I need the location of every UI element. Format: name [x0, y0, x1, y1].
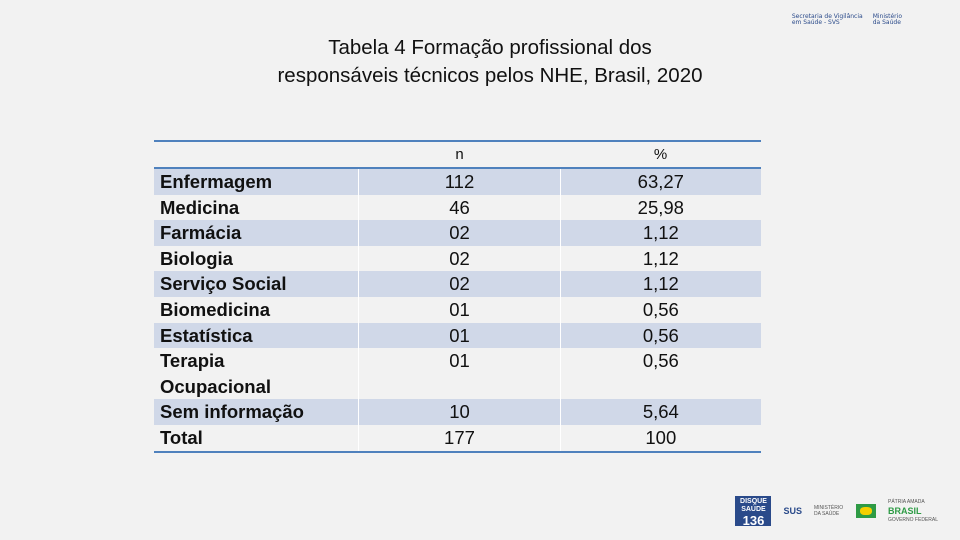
row-pct: 0,56	[559, 322, 761, 349]
table-row: Farmácia 02 1,12	[154, 220, 761, 246]
table-header-row: n %	[154, 141, 761, 168]
row-label: Ocupacional	[160, 375, 272, 397]
row-label: Biologia	[160, 247, 233, 269]
row-n: 02	[358, 271, 561, 297]
row-label: Sem informação	[154, 399, 359, 425]
row-pct: 25,98	[559, 194, 761, 221]
table-row: Biologia 02 1,12	[154, 245, 761, 272]
brasil-sub: GOVERNO FEDERAL	[887, 516, 938, 523]
ministerio-logo-line1: Ministério	[872, 13, 902, 20]
row-pct: 5,64	[559, 399, 761, 425]
ministerio-logo-line2: da Saúde	[872, 19, 901, 26]
row-n: 10	[358, 399, 561, 425]
row-label: Total	[160, 426, 203, 448]
row-pct: 1,12	[559, 220, 761, 246]
table-row-total: Total 177 100	[154, 424, 761, 452]
ministerio-logo: Ministério da Saúde	[873, 14, 902, 26]
table-row: Estatística 01 0,56	[154, 322, 761, 349]
row-n: 177	[358, 424, 561, 452]
svs-logo-line2: em Saúde - SVS	[791, 19, 840, 26]
row-label: Farmácia	[154, 220, 359, 246]
disque-line2: SAÚDE	[741, 506, 766, 513]
data-table: n % Enfermagem 112 63,27 Medicina 46 25,…	[154, 140, 761, 453]
row-label: Medicina	[160, 196, 240, 218]
brasil-flag-icon	[855, 504, 876, 518]
disque-number: 136	[742, 513, 765, 528]
title-line2: responsáveis técnicos pelos NHE, Brasil,…	[277, 64, 703, 87]
column-header-pct: %	[653, 146, 668, 163]
row-pct: 1,12	[559, 271, 761, 297]
disque-line1: DISQUE	[740, 498, 767, 505]
row-pct: 100	[559, 424, 761, 452]
row-pct	[559, 373, 761, 400]
row-label: Terapia	[160, 350, 225, 372]
row-n: 01	[358, 296, 561, 323]
row-n: 02	[358, 245, 561, 272]
column-header-label	[154, 141, 359, 168]
row-n	[358, 373, 561, 400]
row-label: Enfermagem	[154, 168, 359, 195]
table-row: Enfermagem 112 63,27	[154, 168, 761, 195]
table-row: Serviço Social 02 1,12	[154, 271, 761, 297]
row-label: Biomedicina	[160, 298, 270, 320]
table-row: Biomedicina 01 0,56	[154, 296, 761, 323]
row-n: 01	[358, 348, 561, 374]
brasil-text: BRASIL	[887, 505, 922, 516]
row-n: 112	[358, 168, 561, 195]
row-n: 46	[358, 194, 561, 221]
row-pct: 1,12	[559, 245, 761, 272]
header-logos: Secretaria de Vigilância em Saúde - SVS …	[792, 14, 902, 26]
brasil-top: PÁTRIA AMADA	[887, 498, 925, 505]
row-label: Estatística	[154, 322, 359, 349]
row-n: 01	[358, 322, 561, 349]
footer-logos: DISQUE SAÚDE 136 SUS MINISTÉRIO DA SAÚDE…	[735, 496, 938, 528]
sus-logo: SUS	[783, 506, 802, 516]
svs-logo-line1: Secretaria de Vigilância	[791, 13, 863, 20]
row-pct: 0,56	[559, 296, 761, 323]
table-row: Sem informação 10 5,64	[154, 399, 761, 425]
slide-title: Tabela 4 Formação profissional dos respo…	[0, 34, 960, 90]
svs-logo: Secretaria de Vigilância em Saúde - SVS	[792, 14, 863, 26]
title-line1: Tabela 4 Formação profissional dos	[328, 36, 652, 59]
column-header-n: n	[455, 146, 464, 163]
disque-saude-logo: DISQUE SAÚDE 136	[735, 496, 772, 528]
table-row: Medicina 46 25,98	[154, 194, 761, 221]
row-pct: 0,56	[559, 348, 761, 374]
row-n: 02	[358, 220, 561, 246]
ministerio-saude-logo: MINISTÉRIO DA SAÚDE	[813, 505, 844, 517]
row-label: Serviço Social	[154, 271, 359, 297]
table-row: Ocupacional	[154, 373, 761, 400]
table-row: Terapia 01 0,56	[154, 348, 761, 374]
row-pct: 63,27	[559, 168, 761, 195]
governo-brasil-logo: PÁTRIA AMADA BRASIL GOVERNO FEDERAL	[888, 498, 938, 525]
